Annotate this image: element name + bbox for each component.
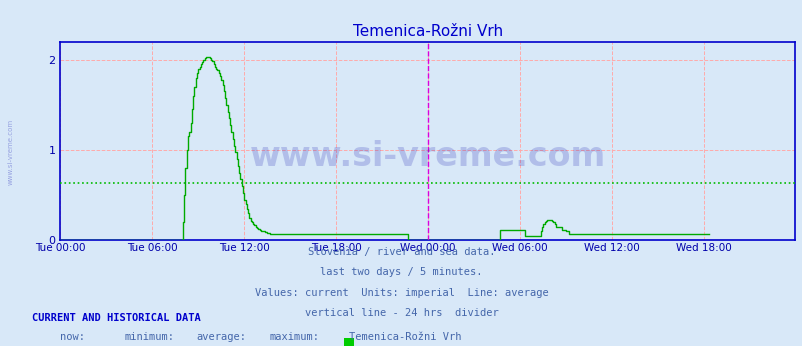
Text: now:: now:: [60, 332, 85, 342]
Text: Values: current  Units: imperial  Line: average: Values: current Units: imperial Line: av…: [254, 288, 548, 298]
Text: last two days / 5 minutes.: last two days / 5 minutes.: [320, 267, 482, 277]
Text: average:: average:: [196, 332, 246, 342]
Title: Temenica-Rožni Vrh: Temenica-Rožni Vrh: [352, 24, 502, 39]
Text: Temenica-Rožni Vrh: Temenica-Rožni Vrh: [349, 332, 461, 342]
Text: www.si-vreme.com: www.si-vreme.com: [7, 119, 14, 185]
Text: maximum:: maximum:: [269, 332, 318, 342]
Text: vertical line - 24 hrs  divider: vertical line - 24 hrs divider: [304, 308, 498, 318]
Text: Slovenia / river and sea data.: Slovenia / river and sea data.: [307, 247, 495, 257]
Text: CURRENT AND HISTORICAL DATA: CURRENT AND HISTORICAL DATA: [32, 313, 200, 323]
Text: www.si-vreme.com: www.si-vreme.com: [249, 140, 605, 173]
Text: minimum:: minimum:: [124, 332, 174, 342]
